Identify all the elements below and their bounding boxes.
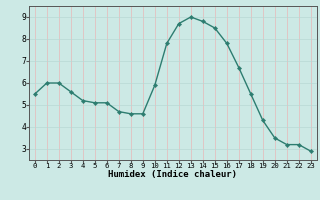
X-axis label: Humidex (Indice chaleur): Humidex (Indice chaleur) — [108, 170, 237, 179]
